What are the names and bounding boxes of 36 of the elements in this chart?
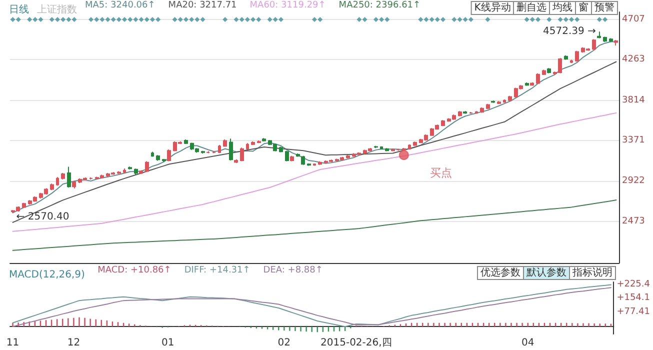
x-tick-label: 01 <box>161 338 174 348</box>
y-tick-label: 3371 <box>622 135 645 146</box>
text: MA60: 3119.29↑ <box>250 0 326 10</box>
y-tick-label: +77.41 <box>616 307 650 318</box>
text: DEA: +8.88↑ <box>263 266 323 276</box>
text: MA250: 2396.61↑ <box>338 0 421 10</box>
annotation: K线异动 <box>474 2 511 14</box>
y-tick-label: +225.4 <box>616 280 650 290</box>
annotation: 预警 <box>594 2 614 14</box>
annotation: 4572.39 → <box>543 26 596 38</box>
x-tick-label: 12 <box>67 338 80 348</box>
annotation: 均线 <box>552 2 572 14</box>
text: 优选参数 <box>480 266 520 278</box>
chart-subtitle: 上证指数 <box>37 4 77 16</box>
annotation: 删自选 <box>516 2 546 14</box>
x-tick-label: 2015-02-26,四 <box>320 338 392 348</box>
y-tick-label: +154.1 <box>616 292 650 303</box>
chart-title: 日线 <box>9 4 29 16</box>
text: MACD: +10.86↑ <box>98 266 172 276</box>
chart-title: MACD(12,26,9) <box>9 270 86 280</box>
y-tick-label: 4707 <box>622 14 645 25</box>
y-tick-label: 4263 <box>622 54 645 65</box>
text: DIFF: +14.31↑ <box>184 266 250 276</box>
text: 指标说明 <box>572 266 612 278</box>
x-tick-label: 02 <box>278 338 291 348</box>
text: 默认参数 <box>526 266 566 278</box>
y-tick-label: 2473 <box>622 216 645 227</box>
y-tick-label: 3814 <box>622 95 646 106</box>
annotation: 窗 <box>578 2 588 14</box>
x-tick-label: 04 <box>521 338 534 348</box>
annotation: ← 2570.40 <box>16 211 70 222</box>
text: MA5: 3240.06↑ <box>85 0 156 10</box>
x-tick-label: 11 <box>6 338 20 348</box>
text: 买点 <box>430 166 452 180</box>
text: MA20: 3217.71 <box>168 0 237 10</box>
y-tick-label: 2922 <box>622 176 645 186</box>
